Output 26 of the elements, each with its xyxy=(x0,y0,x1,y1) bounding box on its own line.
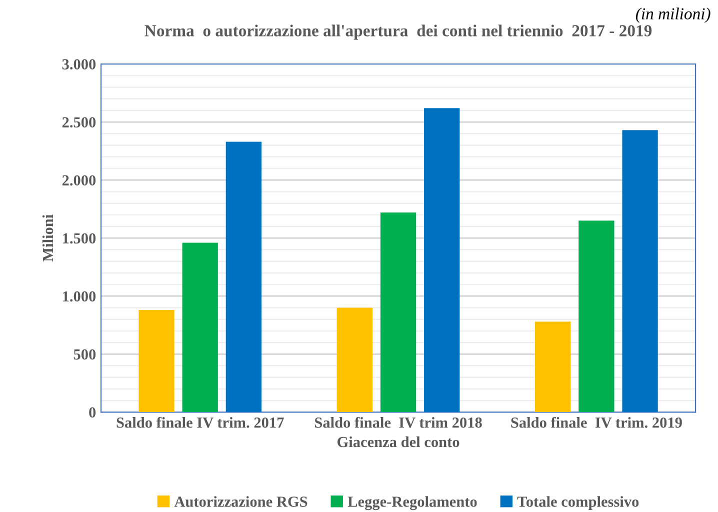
y-tick-label: 1.500 xyxy=(63,233,96,244)
text: (in milioni) xyxy=(636,8,710,23)
y-tick-label: 3.000 xyxy=(62,59,96,70)
bar xyxy=(535,322,571,412)
bar xyxy=(182,242,218,412)
x-axis-title: Giacenza del conto xyxy=(337,436,460,448)
y-tick-label: 500 xyxy=(74,349,96,360)
x-tick-label: Saldo finale IV trim. 2017 xyxy=(116,416,284,428)
y-tick-label: 1.000 xyxy=(63,291,96,302)
bar xyxy=(380,212,416,412)
x-tick-label: Saldo finale IV trim 2018 xyxy=(314,416,482,428)
legend-label: Legge-Regolamento xyxy=(348,496,477,510)
bar xyxy=(578,220,614,412)
legend-label: Totale complessivo xyxy=(517,496,639,510)
bar xyxy=(424,108,460,412)
bar xyxy=(138,310,174,412)
bar xyxy=(336,308,373,412)
y-tick-label: 2.000 xyxy=(62,175,96,186)
chart-title: Norma o autorizzazione all'apertura dei conti nel triennio 2017 - 2019 xyxy=(144,24,652,40)
y-tick-label: 2.500 xyxy=(62,117,96,128)
legend-label: Autorizzazione RGS xyxy=(174,496,308,507)
x-tick-label: Saldo finale IV trim. 2019 xyxy=(511,416,682,428)
bar xyxy=(226,142,262,412)
y-axis-title: Milioni xyxy=(42,214,54,262)
bar xyxy=(622,130,658,412)
y-tick-label: 0 xyxy=(89,407,96,418)
